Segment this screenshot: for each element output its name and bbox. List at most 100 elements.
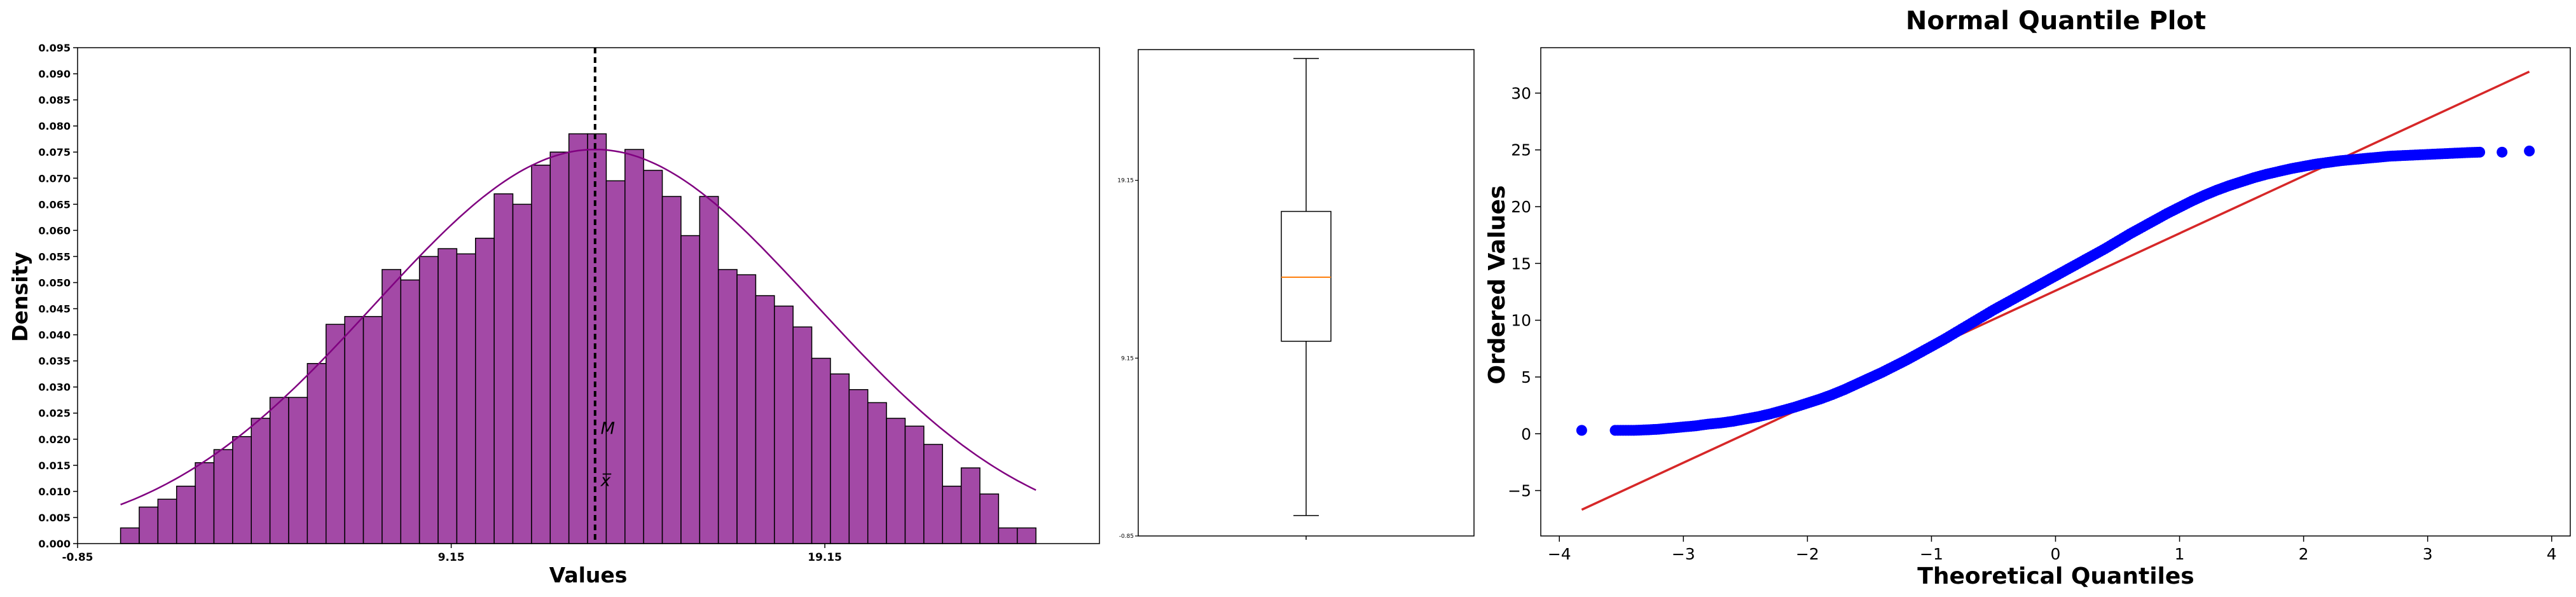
histogram-bar — [213, 449, 233, 544]
histogram-bar — [792, 326, 813, 544]
histogram-bar — [531, 164, 551, 544]
qq-x-tick-label: −4 — [1548, 545, 1571, 563]
qq-y-tick-label: −5 — [1508, 482, 1531, 500]
histogram-bar — [549, 151, 570, 544]
histogram-y-ticks: 0.000 0.005 0.010 0.015 0.020 0.025 0.030 0.035… — [38, 42, 78, 550]
histogram-y-tick-label: 0.080 — [38, 120, 71, 132]
histogram-x-tick-label: 9.15 — [438, 551, 465, 564]
histogram-x-tick-label: -0.85 — [62, 551, 93, 564]
histogram-bar — [325, 324, 345, 544]
histogram-bar — [923, 444, 943, 544]
histogram-y-tick-label: 0.020 — [38, 434, 71, 446]
qq-x-tick-label: 0 — [2051, 545, 2061, 563]
histogram-bar — [979, 493, 1000, 544]
histogram-y-tick-label: 0.025 — [38, 408, 71, 420]
histogram-bar — [755, 295, 775, 544]
histogram-bar — [437, 248, 458, 544]
qq-y-tick-label: 0 — [1521, 425, 1531, 443]
qq-x-tick-label: 1 — [2175, 545, 2185, 563]
boxplot-y-tick-label: -0.85 — [1119, 533, 1134, 540]
qq-y-ticks: −5 0 5 10 15 20 25 30 — [1508, 84, 1541, 500]
histogram-bar — [382, 269, 401, 544]
qq-reference-line — [1581, 71, 2530, 511]
histogram-y-tick-label: 0.030 — [38, 381, 71, 394]
histogram-x-axis-label: Values — [549, 563, 628, 587]
qq-x-tick-label: 2 — [2299, 545, 2309, 563]
histogram-x-ticks: -0.85 9.15 19.15 — [62, 544, 842, 564]
histogram-y-tick-label: 0.050 — [38, 277, 71, 289]
histogram-bar — [269, 397, 289, 544]
histogram-bar — [475, 237, 495, 544]
qq-point — [2497, 146, 2508, 158]
boxplot-y-tick-label: 9.15 — [1121, 355, 1134, 362]
histogram-axes-frame — [77, 47, 1100, 544]
histogram-bar — [139, 506, 159, 544]
histogram-bar — [811, 357, 831, 544]
histogram-bar — [288, 397, 308, 544]
qq-y-tick-label: 15 — [1511, 254, 1531, 273]
histogram-y-axis-label: Density — [8, 252, 32, 342]
mean-annotation: x̅ — [600, 472, 612, 491]
boxplot-panel: -0.85 9.15 19.15 — [1117, 49, 1475, 540]
histogram-bar — [848, 389, 869, 544]
histogram-y-tick-label: 0.035 — [38, 355, 71, 367]
histogram-bar — [344, 316, 364, 544]
boxplot-box — [1281, 210, 1332, 342]
qq-plot-title: Normal Quantile Plot — [1906, 6, 2206, 36]
qq-y-tick-label: 10 — [1511, 312, 1531, 330]
boxplot-y-tick-label: 19.15 — [1117, 178, 1134, 184]
histogram-bar — [661, 196, 682, 544]
histogram-bar — [717, 269, 738, 544]
histogram-bar — [830, 373, 850, 544]
qq-y-tick-label: 5 — [1521, 368, 1531, 387]
histogram-bar — [680, 235, 701, 544]
histogram-bar — [699, 196, 719, 544]
qq-x-tick-label: 4 — [2547, 545, 2557, 563]
histogram-bar — [251, 418, 271, 544]
qq-x-ticks: −4 −3 −2 −1 0 1 2 3 4 — [1548, 536, 2557, 563]
histogram-y-tick-label: 0.075 — [38, 146, 71, 158]
histogram-y-tick-label: 0.070 — [38, 172, 71, 184]
histogram-bar — [960, 467, 981, 544]
qq-y-tick-label: 20 — [1511, 198, 1531, 216]
histogram-bar — [456, 253, 476, 544]
histogram-bar — [362, 316, 383, 544]
histogram-y-tick-label: 0.085 — [38, 94, 71, 106]
histogram-y-tick-label: 0.000 — [38, 538, 71, 550]
histogram-bar — [643, 170, 663, 544]
histogram-bar — [736, 274, 757, 544]
histogram-panel: M x̅ 0.000 0.005 0.010 0.015 0.020 0.025 0.030… — [8, 42, 1100, 587]
histogram-y-tick-label: 0.055 — [38, 250, 71, 263]
histogram-bar — [774, 305, 794, 544]
histogram-y-tick-label: 0.065 — [38, 198, 71, 210]
qq-point — [2474, 146, 2486, 158]
histogram-bar — [307, 362, 327, 544]
qq-x-tick-label: −2 — [1796, 545, 1819, 563]
histogram-bar — [120, 527, 140, 544]
kde-curve — [120, 148, 1037, 505]
qq-x-axis-label: Theoretical Quantiles — [1917, 563, 2194, 589]
histogram-bar — [512, 203, 532, 544]
histogram-bars — [120, 133, 1037, 544]
qq-x-tick-label: −1 — [1920, 545, 1943, 563]
qq-x-tick-label: −3 — [1672, 545, 1695, 563]
histogram-y-tick-label: 0.095 — [38, 42, 71, 54]
histogram-bar — [232, 436, 252, 544]
histogram-y-tick-label: 0.015 — [38, 460, 71, 472]
histogram-x-tick-label: 19.15 — [808, 551, 842, 564]
qq-x-tick-label: 3 — [2423, 545, 2433, 563]
histogram-y-tick-label: 0.045 — [38, 303, 71, 315]
histogram-bar — [886, 418, 906, 544]
histogram-bar — [1016, 527, 1037, 544]
qq-y-axis-label: Ordered Values — [1484, 185, 1510, 384]
qq-point — [1576, 425, 1587, 436]
histogram-y-tick-label: 0.010 — [38, 486, 71, 498]
qq-y-tick-label: 25 — [1511, 141, 1531, 160]
histogram-bar — [587, 133, 607, 544]
histogram-bar — [195, 462, 215, 544]
histogram-y-tick-label: 0.090 — [38, 68, 71, 80]
median-annotation: M — [601, 420, 615, 439]
histogram-bar — [493, 193, 514, 544]
histogram-bar — [904, 425, 925, 544]
